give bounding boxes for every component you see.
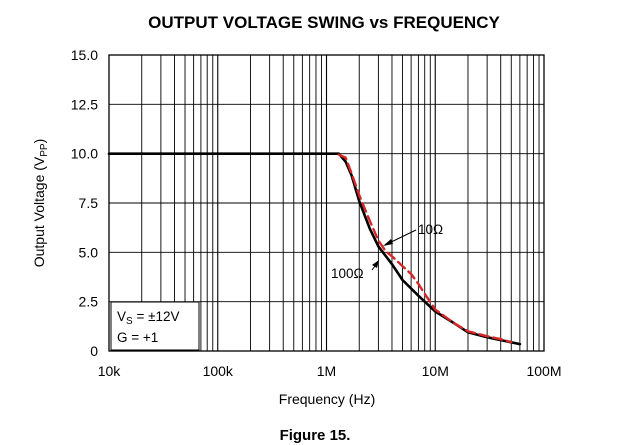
x-tick-label: 1M: [317, 363, 336, 379]
x-axis-label: Frequency (Hz): [279, 391, 375, 407]
x-tick-label: 100k: [203, 363, 234, 379]
legend-line-supply-sub: S: [126, 316, 133, 327]
y-axis-label: Output Voltage (VPP): [31, 139, 50, 268]
annotation-arrowhead-10ohm: [383, 239, 393, 246]
x-tick-labels: 10k 100k 1M 10M 100M: [98, 363, 562, 379]
y-tick-label: 5.0: [79, 244, 99, 260]
curves: [107, 152, 522, 346]
annotation-100ohm: 100Ω: [331, 266, 364, 281]
y-axis-label-main: Output Voltage (V: [31, 156, 47, 267]
annotation-arrowhead-100ohm: [372, 260, 379, 268]
figure-caption: Figure 15.: [280, 427, 351, 444]
legend-line-supply-main: V: [117, 309, 126, 324]
x-tick-label: 100M: [526, 363, 561, 379]
chart-title: OUTPUT VOLTAGE SWING vs FREQUENCY: [148, 13, 500, 32]
y-tick-label: 7.5: [79, 195, 99, 211]
y-tick-label: 15.0: [71, 47, 98, 63]
plot-frame: [108, 54, 545, 352]
annotation-10ohm: 10Ω: [418, 222, 443, 237]
y-tick-label: 0: [90, 343, 98, 359]
grid: [109, 55, 544, 351]
x-tick-label: 10k: [98, 363, 122, 379]
legend-line-gain: G = +1: [117, 330, 158, 345]
legend-line-supply: VS = ±12V: [117, 309, 180, 327]
legend-box: [110, 301, 200, 351]
legend-line-gain-main: G = +1: [117, 330, 158, 345]
legend-line-supply-tail: = ±12V: [133, 309, 180, 324]
y-tick-label: 12.5: [71, 96, 98, 112]
y-tick-label: 10.0: [71, 146, 98, 162]
y-axis-label-tail: ): [31, 139, 47, 144]
series-line-10ohm: [337, 153, 513, 344]
y-axis-label-sub: PP: [39, 143, 50, 157]
y-tick-label: 2.5: [79, 294, 99, 310]
x-tick-label: 10M: [422, 363, 449, 379]
y-tick-labels: 0 2.5 5.0 7.5 10.0 12.5 15.0: [71, 47, 98, 359]
